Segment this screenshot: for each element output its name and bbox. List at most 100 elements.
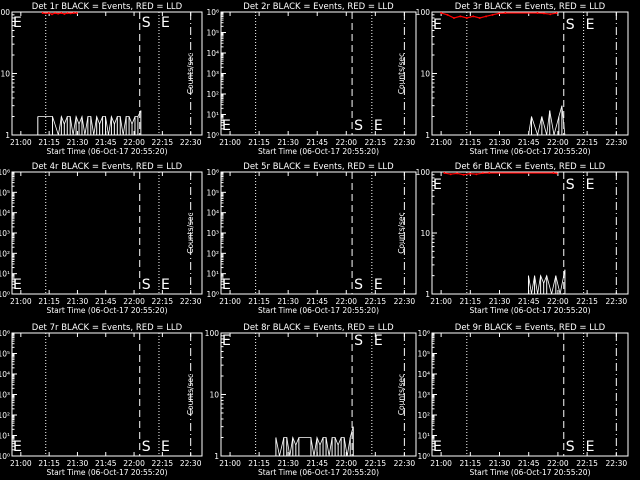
- x-tick-label: 22:15: [152, 459, 174, 468]
- panel-det-2: Det 2r BLACK = Events, RED = LLD 10⁰ 10¹ 10…: [186, 2, 417, 156]
- lld-point: [485, 15, 488, 18]
- x-tick-label: 21:45: [518, 459, 540, 468]
- lld-point: [549, 13, 552, 16]
- lld-point: [69, 12, 72, 15]
- x-tick-label: 22:00: [335, 459, 357, 468]
- x-tick-label: 21:30: [489, 297, 511, 306]
- y-tick-label: 1: [214, 452, 219, 461]
- x-tick-label: 22:30: [606, 459, 628, 468]
- y-tick-label: 10²: [0, 249, 10, 258]
- panel-title: Det 2r BLACK = Events, RED = LLD: [243, 2, 394, 12]
- y-tick-label: 10³: [417, 391, 430, 400]
- y-tick-label: 10¹: [417, 432, 430, 441]
- x-tick-label: 22:00: [547, 297, 569, 306]
- start-marker: S: [142, 277, 151, 293]
- x-tick-label: 22:15: [365, 297, 387, 306]
- lld-point: [555, 12, 558, 14]
- x-tick-label: 22:00: [547, 138, 569, 147]
- x-tick-label: 21:00: [10, 138, 32, 147]
- x-tick-label: 21:00: [430, 459, 452, 468]
- y-tick-label: 10⁶: [0, 168, 10, 177]
- lld-point: [555, 172, 558, 175]
- y-axis-label: Counts/sec: [397, 374, 406, 415]
- y-tick-label: 10⁰: [206, 290, 219, 299]
- y-tick-label: 10: [0, 70, 10, 79]
- plot-frame: [11, 171, 203, 295]
- start-marker: S: [142, 439, 151, 455]
- x-tick-label: 22:00: [123, 138, 145, 147]
- y-tick-label: 10³: [0, 391, 10, 400]
- x-tick-label: 21:30: [489, 459, 511, 468]
- start-marker: S: [354, 118, 363, 134]
- lld-point: [50, 13, 53, 16]
- panel-det-5: Det 5r BLACK = Events, RED = LLD 10⁰ 10¹ 10…: [186, 162, 417, 315]
- x-tick-label: 21:15: [459, 459, 481, 468]
- lld-point: [54, 12, 57, 15]
- start-marker: S: [566, 439, 575, 455]
- events-series: [37, 110, 142, 136]
- y-tick-label: 10¹: [0, 270, 10, 279]
- x-tick-label: 21:30: [277, 138, 299, 147]
- x-tick-label: 21:45: [306, 297, 328, 306]
- x-tick-label: 22:00: [123, 297, 145, 306]
- y-tick-label: 10⁶: [206, 168, 219, 177]
- plot-frame: [431, 11, 629, 136]
- x-tick-label: 21:30: [489, 138, 511, 147]
- y-tick-label: 100: [205, 329, 220, 338]
- x-axis-label: Start Time (06-Oct-17 20:55:20): [469, 306, 590, 315]
- left-edge-marker: E: [13, 277, 22, 293]
- y-tick-label: 10²: [417, 411, 430, 420]
- x-tick-label: 22:15: [576, 138, 598, 147]
- end-marker: E: [161, 277, 170, 293]
- x-tick-label: 22:30: [180, 138, 202, 147]
- panel-title: Det 7r BLACK = Events, RED = LLD: [32, 323, 183, 333]
- lld-point: [552, 172, 555, 174]
- lld-point: [60, 12, 63, 14]
- y-tick-label: 10³: [206, 229, 219, 238]
- x-tick-label: 21:45: [95, 297, 117, 306]
- x-tick-label: 21:45: [306, 138, 328, 147]
- events-series: [528, 105, 566, 137]
- start-marker: S: [566, 177, 575, 193]
- x-tick-label: 22:30: [180, 459, 202, 468]
- y-tick-label: 10⁵: [206, 188, 219, 197]
- x-tick-label: 22:30: [606, 297, 628, 306]
- plot-frame: [220, 332, 417, 457]
- x-tick-label: 21:15: [38, 138, 60, 147]
- x-tick-label: 21:00: [219, 297, 241, 306]
- x-tick-label: 22:15: [365, 459, 387, 468]
- x-axis-label: Start Time (06-Oct-17 20:55:20): [258, 468, 379, 477]
- x-tick-label: 21:00: [430, 138, 452, 147]
- x-tick-label: 22:00: [335, 297, 357, 306]
- lld-point: [542, 12, 545, 15]
- y-tick-label: 10⁴: [206, 49, 219, 58]
- lld-point: [472, 15, 475, 18]
- x-tick-label: 22:15: [576, 297, 598, 306]
- lld-point: [47, 12, 50, 14]
- y-tick-label: 10⁰: [0, 290, 10, 299]
- start-marker: S: [354, 277, 363, 293]
- x-axis-label: Start Time (06-Oct-17 20:55:20): [46, 147, 167, 156]
- y-tick-label: 10⁵: [417, 350, 430, 359]
- y-tick-label: 10: [209, 391, 219, 400]
- lld-point: [75, 12, 78, 14]
- lld-point: [446, 13, 449, 16]
- panel-det-7: Det 7r BLACK = Events, RED = LLD 10⁰ 10¹ 10…: [0, 323, 203, 477]
- y-tick-label: 10⁶: [0, 329, 10, 338]
- y-axis-label: Counts/sec: [186, 374, 195, 415]
- x-axis-label: Start Time (06-Oct-17 20:55:20): [258, 147, 379, 156]
- x-axis-label: Start Time (06-Oct-17 20:55:20): [258, 306, 379, 315]
- x-tick-label: 21:45: [518, 297, 540, 306]
- y-tick-label: 10¹: [206, 270, 219, 279]
- left-edge-marker: E: [433, 177, 442, 193]
- left-edge-marker: E: [222, 277, 231, 293]
- lld-point: [440, 12, 443, 14]
- panel-title: Det 4r BLACK = Events, RED = LLD: [32, 162, 183, 172]
- end-marker: E: [161, 439, 170, 455]
- x-axis-label: Start Time (06-Oct-17 20:55:20): [469, 147, 590, 156]
- x-tick-label: 21:15: [248, 297, 270, 306]
- lld-point: [469, 172, 472, 175]
- plot-frame: [431, 332, 629, 457]
- panel-det-6: Det 6r BLACK = Events, RED = LLD 1 10 100 Co…: [397, 162, 629, 315]
